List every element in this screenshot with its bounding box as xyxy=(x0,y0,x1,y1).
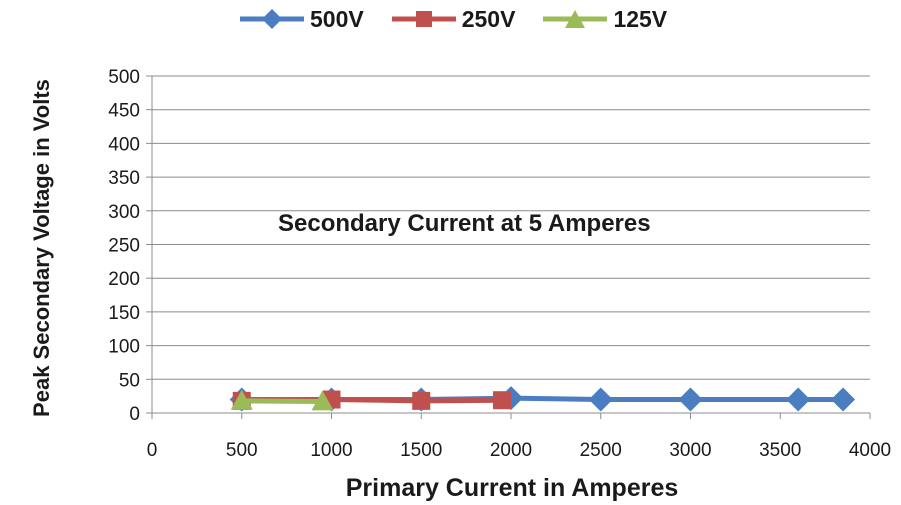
data-point-500v xyxy=(678,387,703,412)
legend-label-250v: 250V xyxy=(461,5,516,32)
y-tick-label: 500 xyxy=(108,67,140,88)
legend-item-125v: 125V xyxy=(543,6,667,33)
y-tick-label: 450 xyxy=(108,101,140,122)
series-125v xyxy=(230,389,334,411)
legend-label-500v: 500V xyxy=(310,5,364,32)
y-tick-label: 300 xyxy=(108,202,140,223)
x-tick-label: 0 xyxy=(147,440,158,461)
legend-item-250v: 250V xyxy=(391,5,516,33)
legend-swatch-250v xyxy=(391,11,456,27)
y-tick-label: 0 xyxy=(129,404,140,425)
data-point-250v xyxy=(412,391,431,410)
series-line-125v xyxy=(241,398,323,405)
data-point-500v xyxy=(786,387,811,412)
gridlines xyxy=(152,75,870,380)
legend-swatch-500v xyxy=(240,9,304,29)
x-tick-label: 500 xyxy=(226,440,258,461)
legend-item-500v: 500V xyxy=(240,6,364,33)
axes xyxy=(146,75,871,419)
y-tick-label: 400 xyxy=(108,134,140,155)
y-tick-label: 50 xyxy=(119,370,140,391)
legend-swatch-125v xyxy=(543,10,608,28)
y-tick-label: 200 xyxy=(108,269,140,290)
x-tick-label: 3500 xyxy=(759,440,801,461)
y-axis-label: Peak Secondary Voltage in Volts xyxy=(29,79,54,417)
data-point-250v xyxy=(493,391,512,410)
data-point-500v xyxy=(588,387,613,412)
y-tick-label: 250 xyxy=(108,236,140,257)
x-tick-label: 1000 xyxy=(310,440,352,461)
y-tick-label: 150 xyxy=(108,303,140,324)
x-axis-label: Primary Current in Amperes xyxy=(345,474,679,502)
legend-label-125v: 125V xyxy=(613,5,668,32)
data-point-500v xyxy=(831,387,856,412)
x-tick-label: 4000 xyxy=(849,440,891,461)
x-tick-label: 2000 xyxy=(490,440,532,461)
y-tick-label: 100 xyxy=(108,337,140,358)
data-point-125v xyxy=(230,389,253,410)
chart-annotation: Secondary Current at 5 Amperes xyxy=(278,210,651,237)
tick-labels: 0 50 100 150 200 250 300 350 400 450 500 0 500 1000 15… xyxy=(108,67,891,461)
series-lines xyxy=(229,386,856,412)
x-tick-label: 2500 xyxy=(580,440,622,461)
y-tick-label: 350 xyxy=(108,168,140,189)
data-point-125v xyxy=(311,390,334,411)
x-tick-label: 1500 xyxy=(400,440,442,461)
legend: 500V 250V 125V xyxy=(240,2,667,36)
x-tick-label: 3000 xyxy=(669,440,711,461)
